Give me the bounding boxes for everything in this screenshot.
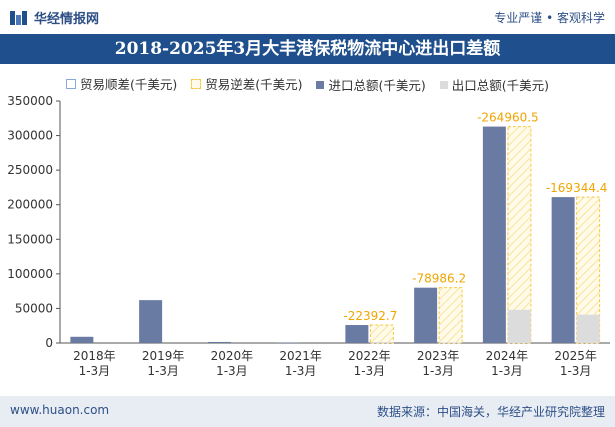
export-bar (370, 341, 394, 343)
y-tick-label: 250000 (7, 163, 53, 177)
tagline: 专业严谨 • 客观科学 (494, 11, 605, 25)
y-tick-label: 50000 (15, 301, 53, 315)
footer-site: www.huaon.com (10, 403, 110, 417)
legend-item-export: 出口总额(千美元) (439, 75, 549, 94)
legend-swatch-export (439, 80, 448, 89)
x-tick-label: 2018年 (73, 349, 116, 363)
import-bar (139, 300, 163, 343)
import-bar (70, 336, 94, 343)
import-bar (482, 126, 506, 343)
legend-item-import: 进口总额(千美元) (316, 75, 426, 94)
y-tick-label: 150000 (7, 232, 53, 246)
import-bar (414, 287, 438, 343)
chart-legend: 贸易顺差(千美元) 贸易逆差(千美元) 进口总额(千美元) 出口总额(千美元) (0, 74, 615, 94)
x-tick-label: 2025年 (554, 349, 597, 363)
footer-bar: www.huaon.com 数据来源：中国海关，华经产业研究院整理 (0, 396, 615, 427)
deficit-data-label: -264960.5 (477, 111, 539, 125)
import-bar (207, 341, 231, 343)
bar-chart: 0 50000 100000 150000 200000 250000 300000 3500… (7, 94, 610, 378)
import-bar (551, 197, 575, 343)
export-bar (576, 314, 600, 343)
x-tick-label: 1-3月 (491, 364, 523, 378)
x-tick-label: 2023年 (417, 349, 460, 363)
x-tick-label: 2022年 (348, 349, 391, 363)
x-tick-label: 1-3月 (422, 364, 454, 378)
import-bar (345, 325, 369, 343)
deficit-bar (369, 324, 394, 344)
top-bar: 华经情报网 专业严谨 • 客观科学 (0, 0, 615, 34)
deficit-data-label: -22392.7 (343, 309, 397, 323)
x-tick-label: 2024年 (486, 349, 529, 363)
export-bar (507, 309, 531, 343)
y-tick-label: 0 (45, 336, 53, 350)
y-tick-label: 300000 (7, 129, 53, 143)
logo-icon (10, 10, 27, 25)
footer-source: 数据来源：中国海关，华经产业研究院整理 (376, 405, 605, 419)
legend-label-export: 出口总额(千美元) (451, 78, 549, 93)
x-tick-label: 1-3月 (285, 364, 317, 378)
legend-item-surplus: 贸易顺差(千美元) (65, 74, 178, 93)
legend-label-import: 进口总额(千美元) (328, 78, 426, 93)
x-tick-label: 1-3月 (216, 364, 248, 378)
legend-swatch-import (316, 80, 325, 89)
x-tick-label: 2021年 (279, 349, 322, 363)
deficit-data-label: -78986.2 (412, 272, 466, 286)
x-tick-label: 1-3月 (354, 364, 386, 378)
brand-name: 华经情报网 (34, 12, 100, 27)
deficit-data-label: -169344.4 (546, 181, 608, 195)
x-tick-label: 1-3月 (147, 364, 179, 378)
y-tick-label: 350000 (7, 94, 53, 108)
brand: 华经情报网 (10, 8, 99, 27)
legend-label-deficit: 贸易逆差(千美元) (205, 77, 303, 92)
x-tick-label: 2019年 (142, 349, 185, 363)
x-tick-label: 1-3月 (560, 364, 592, 378)
legend-swatch-deficit (191, 78, 202, 89)
legend-label-surplus: 贸易顺差(千美元) (79, 77, 178, 92)
deficit-bar (438, 287, 463, 344)
x-tick-label: 1-3月 (79, 364, 111, 378)
export-bar (439, 342, 463, 343)
x-tick-label: 2020年 (211, 349, 254, 363)
import-bar (276, 342, 300, 343)
legend-swatch-surplus (65, 78, 76, 89)
legend-item-deficit: 贸易逆差(千美元) (191, 74, 303, 93)
y-tick-label: 100000 (7, 267, 53, 281)
y-tick-label: 200000 (7, 198, 53, 212)
chart-title: 2018-2025年3月大丰港保税物流中心进出口差额 (0, 34, 615, 64)
